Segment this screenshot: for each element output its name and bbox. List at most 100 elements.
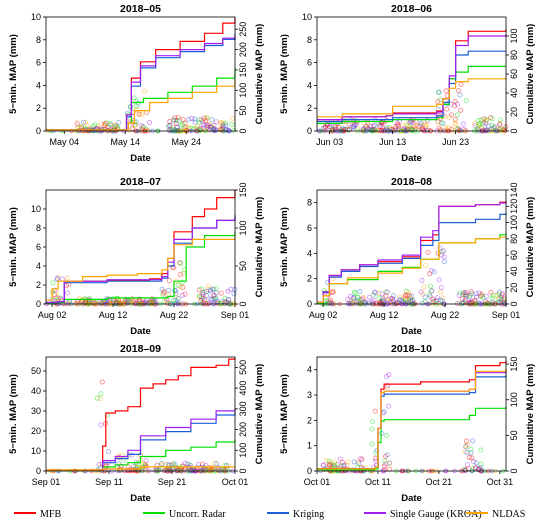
scatter-point (345, 296, 351, 302)
scatter-point (198, 126, 204, 132)
scatter-point (404, 292, 410, 298)
scatter-point (198, 294, 204, 300)
plot-frame (316, 356, 507, 472)
scatter-point (443, 88, 449, 94)
scatter-point (216, 465, 222, 471)
scatter-point (156, 467, 162, 473)
y-tick-label: 0 (36, 466, 41, 476)
scatter-point (208, 287, 214, 293)
x-tick-label: May 14 (111, 137, 141, 147)
scatter-point (131, 467, 137, 473)
scatter-point (456, 292, 462, 298)
scatter-point (332, 462, 338, 468)
scatter-point (418, 120, 424, 126)
scatter-point (106, 123, 112, 129)
scatter-point (170, 298, 176, 304)
scatter-point (422, 294, 428, 300)
scatter-point (463, 296, 469, 302)
scatter-point (112, 123, 118, 129)
scatter-point (53, 289, 59, 296)
scatter-point (189, 115, 195, 122)
x-tick-label: Aug 02 (38, 310, 67, 320)
scatter-point (205, 121, 211, 128)
scatter-point (327, 460, 334, 466)
y2-axis-label: Cumulative MAP (mm) (525, 197, 536, 298)
scatter-point (406, 126, 412, 132)
scatter-point (472, 120, 478, 127)
scatter-point (374, 447, 380, 454)
scatter-point (178, 465, 184, 471)
y2-tick-label: 0 (509, 301, 519, 306)
scatter-point (330, 462, 336, 468)
scatter-point (407, 296, 414, 302)
y2-tick-label: 100 (509, 392, 519, 407)
scatter-point (107, 121, 113, 127)
scatter-point (116, 119, 122, 126)
scatter-point (161, 290, 167, 296)
scatter-point (74, 120, 80, 126)
scatter-point (358, 455, 364, 461)
scatter-point (155, 467, 161, 473)
scatter-point (435, 119, 441, 125)
scatter-point (217, 125, 224, 131)
scatter-point (383, 289, 389, 295)
scatter-point (102, 298, 108, 304)
scatter-point (200, 122, 206, 128)
scatter-point (351, 122, 357, 128)
y-tick-label: 2 (307, 274, 312, 284)
scatter-point (463, 444, 469, 450)
scatter-point (213, 290, 219, 296)
scatter-point (330, 275, 336, 282)
scatter-point (483, 117, 489, 123)
scatter-point (117, 467, 123, 473)
plot-frame (45, 16, 236, 132)
y2-tick-label: 20 (509, 107, 519, 117)
scatter-point (203, 288, 209, 295)
scatter-point (225, 297, 232, 303)
y-tick-label: 6 (307, 223, 312, 233)
scatter-point (201, 289, 207, 295)
scatter-point (459, 296, 465, 302)
scatter-point (417, 122, 423, 128)
y2-tick-label: 100 (238, 443, 248, 458)
scatter-point (382, 453, 389, 460)
scatter-point (384, 289, 390, 295)
scatter-point (453, 121, 459, 127)
scatter-point (489, 116, 495, 122)
scatter-point (372, 408, 378, 414)
scatter-point (196, 294, 202, 300)
scatter-point (208, 124, 214, 130)
scatter-point (137, 298, 143, 304)
y2-tick-label: 100 (509, 215, 519, 230)
scatter-point (170, 460, 177, 466)
scatter-point (128, 467, 134, 473)
scatter-point (135, 100, 141, 106)
scatter-point (143, 463, 149, 469)
series-line-nldas (317, 77, 507, 118)
scatter-point (214, 298, 220, 304)
x-axis-label: Date (130, 153, 151, 164)
scatter-point (201, 115, 207, 121)
scatter-point (174, 124, 180, 130)
scatter-point (59, 276, 65, 282)
y2-tick-label: 80 (509, 50, 519, 60)
scatter-point (347, 122, 353, 129)
scatter-point (139, 111, 145, 117)
scatter-point (430, 296, 436, 302)
scatter-point (473, 465, 479, 471)
scatter-point (105, 449, 112, 455)
scatter-point (481, 120, 487, 126)
scatter-point (211, 122, 217, 128)
scatter-point (384, 298, 390, 304)
scatter-point (376, 127, 382, 133)
scatter-point (180, 121, 186, 127)
scatter-point (405, 123, 411, 129)
scatter-point (411, 124, 417, 130)
scatter-point (491, 124, 497, 131)
scatter-point (98, 121, 104, 127)
scatter-point (338, 463, 344, 469)
scatter-point (52, 287, 58, 293)
scatter-point (408, 127, 414, 133)
y2-tick-label: 0 (238, 128, 248, 133)
